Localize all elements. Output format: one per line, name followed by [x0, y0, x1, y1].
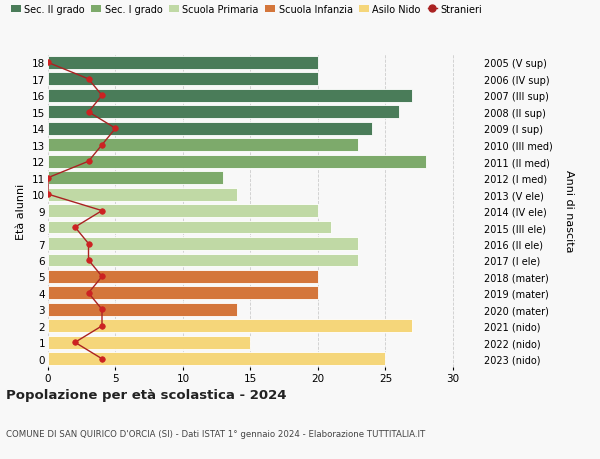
Y-axis label: Anni di nascita: Anni di nascita — [564, 170, 574, 252]
Bar — [48, 172, 223, 185]
Text: Popolazione per età scolastica - 2024: Popolazione per età scolastica - 2024 — [6, 388, 287, 401]
Text: COMUNE DI SAN QUIRICO D'ORCIA (SI) - Dati ISTAT 1° gennaio 2024 - Elaborazione T: COMUNE DI SAN QUIRICO D'ORCIA (SI) - Dat… — [6, 429, 425, 438]
Bar — [48, 270, 318, 283]
Bar — [48, 205, 318, 218]
Bar — [48, 238, 358, 251]
Bar — [48, 287, 318, 300]
Bar — [48, 353, 385, 365]
Bar — [48, 73, 318, 86]
Bar — [48, 254, 358, 267]
Bar — [48, 90, 413, 102]
Bar — [48, 303, 237, 316]
Bar — [48, 156, 426, 168]
Bar — [48, 221, 331, 234]
Bar — [48, 320, 413, 332]
Legend: Sec. II grado, Sec. I grado, Scuola Primaria, Scuola Infanzia, Asilo Nido, Stran: Sec. II grado, Sec. I grado, Scuola Prim… — [11, 5, 482, 15]
Bar — [48, 139, 358, 152]
Bar — [48, 57, 318, 70]
Bar — [48, 123, 372, 135]
Bar — [48, 188, 237, 201]
Bar — [48, 106, 399, 119]
Y-axis label: Età alunni: Età alunni — [16, 183, 26, 239]
Bar — [48, 336, 251, 349]
